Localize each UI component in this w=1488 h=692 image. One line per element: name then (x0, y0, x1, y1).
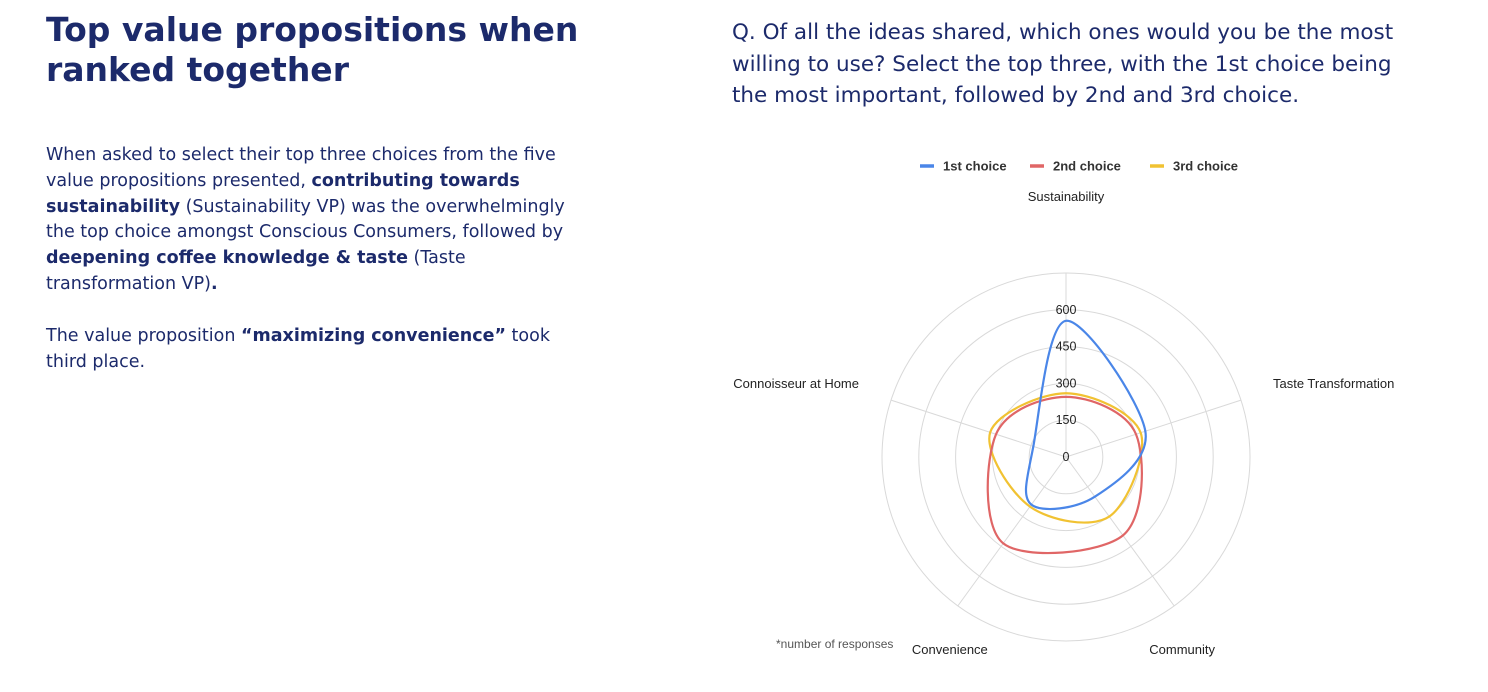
axis-spoke (890, 399, 1067, 458)
tick-label: 300 (1056, 376, 1077, 390)
tick-label: 450 (1056, 340, 1077, 354)
summary-text-segment: The value proposition (46, 325, 241, 346)
axis-spoke (1065, 456, 1175, 607)
survey-question: Q. Of all the ideas shared, which ones w… (732, 20, 1394, 108)
series-2nd-choice (986, 395, 1143, 555)
axis-label: Taste Transformation (1273, 376, 1394, 391)
tick-label: 600 (1056, 303, 1077, 317)
axis-label: Sustainability (1028, 189, 1105, 204)
axis-spoke (957, 456, 1067, 607)
summary-highlight-sustainability: contributing towards sustainability (46, 170, 520, 217)
series-1st-choice (1024, 319, 1147, 511)
axis-label: Connoisseur at Home (733, 376, 859, 391)
page-title: Top value propositions when ranked toget… (46, 10, 579, 89)
axis-label: Convenience (912, 642, 988, 657)
summary-text: When asked to select their top three cho… (46, 143, 566, 401)
chart-footnote: *number of responses (776, 637, 894, 651)
summary-text-segment: (Sustainability VP) was the overwhelming… (46, 196, 565, 243)
axis-spoke (1065, 399, 1242, 458)
summary-highlight-convenience: “maximizing convenience” (240, 325, 506, 346)
summary-paragraph-2: The value proposition “maximizing conven… (46, 324, 566, 376)
summary-text-segment: (Taste transformation VP) (46, 248, 466, 294)
legend-label-3rd-choice: 3rd choice (1173, 159, 1238, 174)
summary-period: . (210, 273, 218, 294)
series-3rd-choice (988, 392, 1144, 524)
summary-text-segment: took third place. (46, 325, 550, 372)
summary-paragraph-1: When asked to select their top three cho… (46, 143, 566, 298)
axis-label: Community (1149, 642, 1215, 657)
summary-text-segment: When asked to select their top three cho… (46, 145, 556, 191)
tick-label: 150 (1056, 413, 1077, 427)
tick-label: 0 (1063, 450, 1070, 464)
radar-chart: 0 150 300 450 600 Sustainability Taste Transfo… (733, 159, 1394, 657)
legend-label-1st-choice: 1st choice (943, 159, 1007, 174)
summary-highlight-taste: deepening coffee knowledge & taste (46, 248, 408, 269)
legend-label-2nd-choice: 2nd choice (1053, 159, 1121, 174)
